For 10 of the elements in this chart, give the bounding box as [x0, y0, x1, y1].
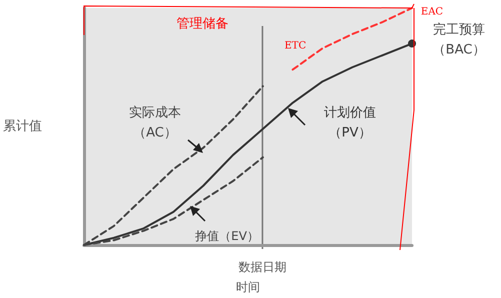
text: 数据日期: [238, 260, 286, 274]
text: EAC: [420, 6, 444, 18]
series-label: 计划价值（PV）: [324, 106, 376, 140]
series-label: 实际成本（AC）: [129, 106, 181, 140]
annotation: 管理储备: [176, 16, 229, 32]
y-axis-title: 累计值: [3, 119, 42, 134]
series-label: 挣值（EV）: [195, 229, 259, 243]
annotation: ETC: [284, 40, 306, 52]
text: 完工预算（BAC）: [432, 22, 486, 58]
x-axis-title: 时间: [236, 280, 260, 294]
